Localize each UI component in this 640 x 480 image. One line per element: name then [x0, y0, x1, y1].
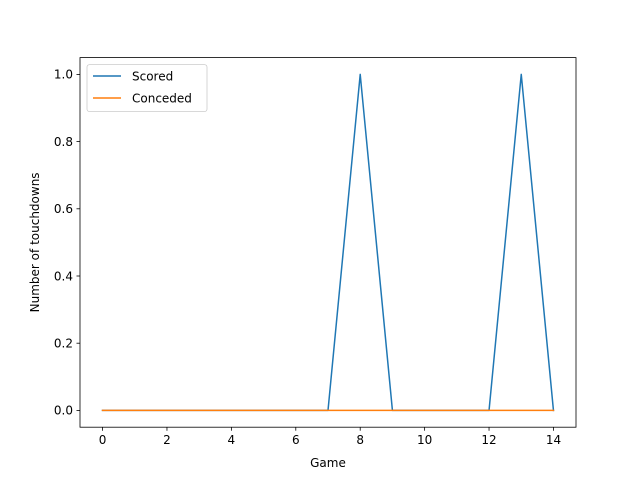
x-axis-title: Game [310, 456, 346, 470]
x-tick-label: 0 [99, 433, 107, 447]
y-tick-label: 0.8 [54, 135, 73, 149]
y-tick-label: 0.0 [54, 404, 73, 418]
y-tick-label: 0.4 [54, 269, 73, 283]
y-tick-label: 1.0 [54, 68, 73, 82]
x-tick-label: 10 [417, 433, 432, 447]
y-axis-ticks: 0.0 0.2 0.4 0.6 0.8 1.0 [54, 68, 80, 418]
y-tick-label: 0.2 [54, 337, 73, 351]
legend: Scored Conceded [86, 64, 208, 112]
y-tick-label: 0.6 [54, 202, 73, 216]
x-tick-label: 6 [292, 433, 300, 447]
legend-label-0: Scored [132, 69, 173, 83]
x-axis-ticks: 0 2 4 6 8 10 12 14 [99, 427, 561, 447]
x-tick-label: 4 [228, 433, 236, 447]
plot-area-frame [79, 57, 577, 428]
legend-label-1: Conceded [132, 91, 192, 105]
plot-lines [101, 73, 555, 412]
x-tick-label: 8 [356, 433, 364, 447]
x-tick-label: 12 [481, 433, 496, 447]
y-axis-title: Number of touchdowns [28, 172, 42, 312]
x-tick-label: 2 [163, 433, 171, 447]
x-tick-label: 14 [546, 433, 561, 447]
